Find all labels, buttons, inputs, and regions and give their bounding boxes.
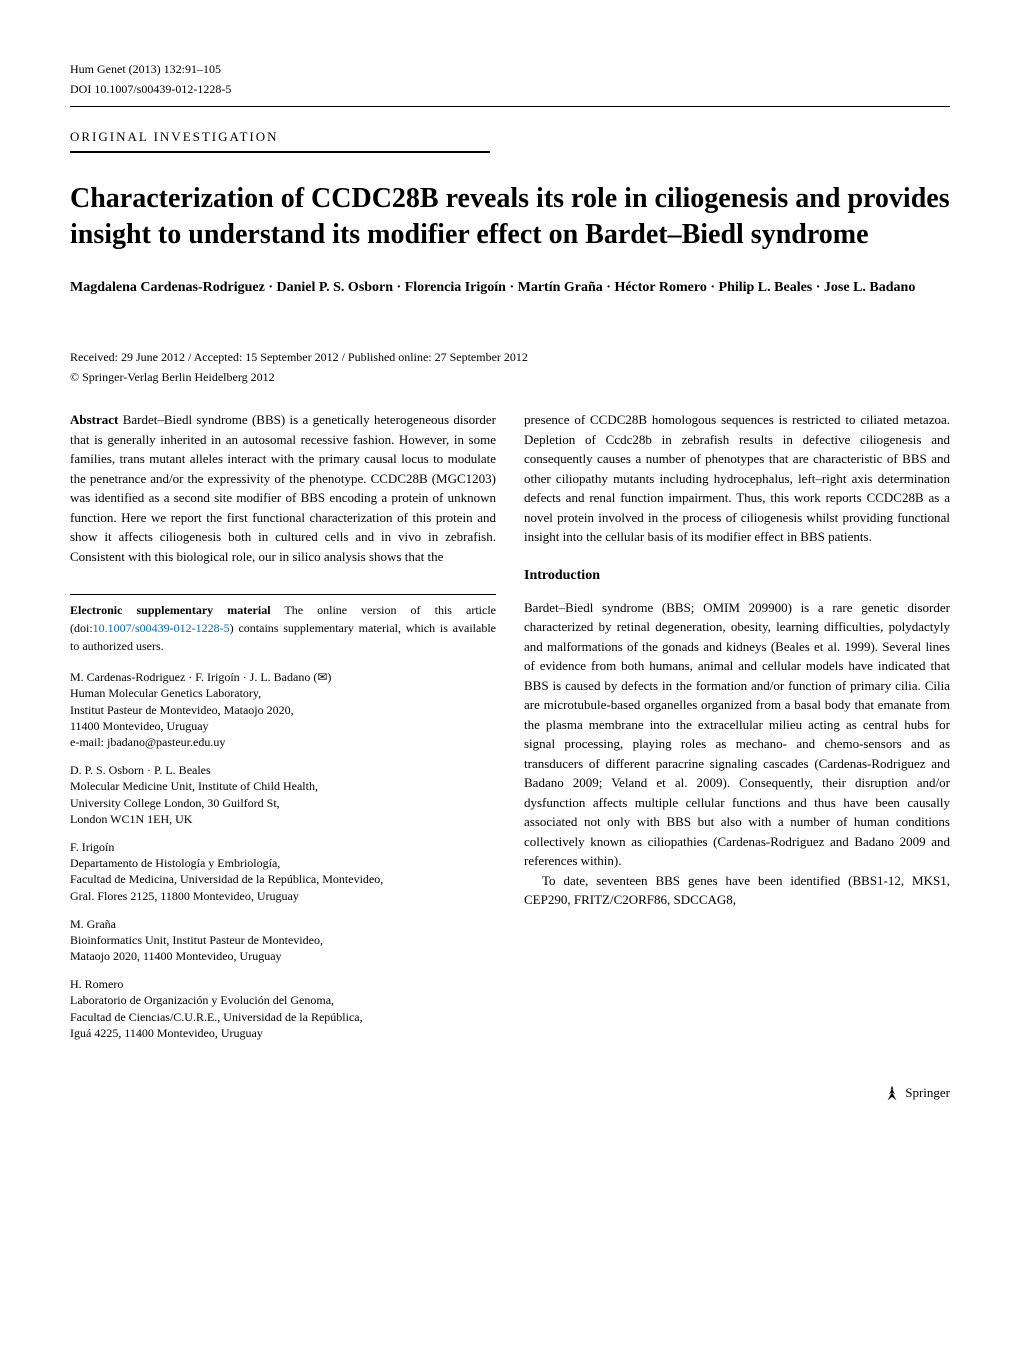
introduction-para-1: Bardet–Biedl syndrome (BBS; OMIM 209900)… [524,598,950,871]
springer-icon [883,1084,901,1102]
affiliation-lines: Laboratorio de Organización y Evolución … [70,992,496,1041]
supplementary-box: Electronic supplementary material The on… [70,594,496,655]
introduction-heading: Introduction [524,565,950,586]
affiliation-4: M. Graña Bioinformatics Unit, Institut P… [70,916,496,965]
journal-citation: Hum Genet (2013) 132:91–105 [70,60,221,78]
abstract-label: Abstract [70,412,118,427]
abstract-paragraph: Abstract Bardet–Biedl syndrome (BBS) is … [70,410,496,566]
affiliation-names: H. Romero [70,976,496,992]
introduction-para-2: To date, seventeen BBS genes have been i… [524,871,950,910]
affiliation-names: F. Irigoín [70,839,496,855]
affiliation-lines: Departamento de Histología y Embriología… [70,855,496,904]
authors-list: Magdalena Cardenas-Rodriguez · Daniel P.… [70,277,950,298]
affiliation-2: D. P. S. Osborn · P. L. Beales Molecular… [70,762,496,827]
right-column: presence of CCDC28B homologous sequences… [524,410,950,1053]
page-footer: Springer [70,1083,950,1107]
affiliation-lines: Human Molecular Genetics Laboratory, Ins… [70,685,496,750]
abstract-continuation: presence of CCDC28B homologous sequences… [524,410,950,547]
supplementary-label: Electronic supplementary material [70,603,271,617]
copyright: © Springer-Verlag Berlin Heidelberg 2012 [70,368,950,386]
header-divider [70,106,950,107]
publisher-name: Springer [905,1083,950,1103]
affiliation-5: H. Romero Laboratorio de Organización y … [70,976,496,1041]
affiliation-names: M. Graña [70,916,496,932]
doi: DOI 10.1007/s00439-012-1228-5 [70,80,231,98]
affiliation-lines: Molecular Medicine Unit, Institute of Ch… [70,778,496,827]
affiliation-3: F. Irigoín Departamento de Histología y … [70,839,496,904]
article-type-bar [70,151,490,153]
article-dates: Received: 29 June 2012 / Accepted: 15 Se… [70,348,950,366]
article-title: Characterization of CCDC28B reveals its … [70,181,950,254]
affiliation-names: M. Cardenas-Rodriguez · F. Irigoín · J. … [70,669,496,685]
abstract-text: Bardet–Biedl syndrome (BBS) is a genetic… [70,412,496,564]
affiliation-1: M. Cardenas-Rodriguez · F. Irigoín · J. … [70,669,496,750]
publisher-logo: Springer [883,1083,950,1103]
affiliation-names: D. P. S. Osborn · P. L. Beales [70,762,496,778]
main-two-column: Abstract Bardet–Biedl syndrome (BBS) is … [70,410,950,1053]
article-type: ORIGINAL INVESTIGATION [70,127,950,147]
affiliation-lines: Bioinformatics Unit, Institut Pasteur de… [70,932,496,964]
supplementary-doi-link[interactable]: 10.1007/s00439-012-1228-5 [93,621,230,635]
left-column: Abstract Bardet–Biedl syndrome (BBS) is … [70,410,496,1053]
